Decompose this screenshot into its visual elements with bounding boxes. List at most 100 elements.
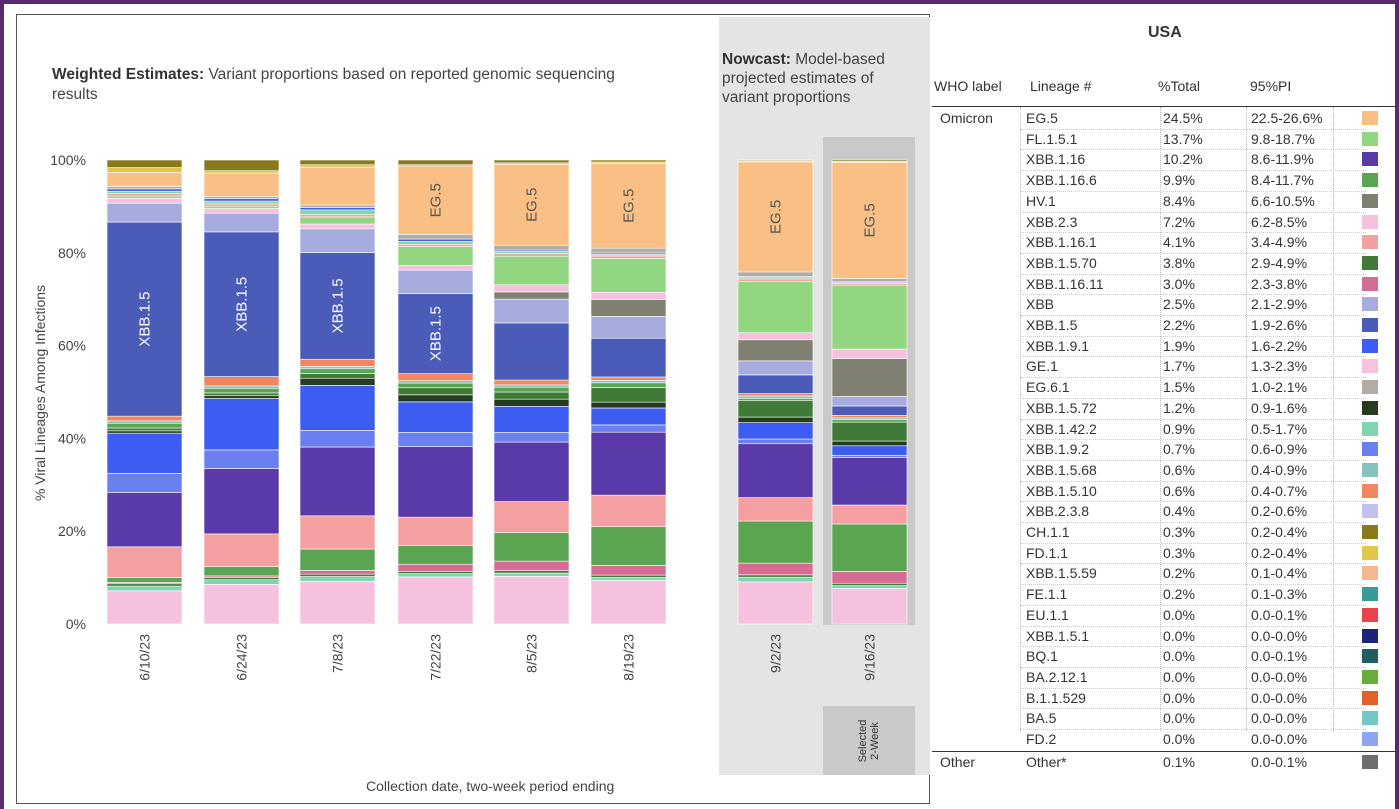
lineage-cell: XBB.1.9.1	[1026, 337, 1090, 354]
pi-cell: 0.0-0.1%	[1251, 606, 1308, 623]
pi-cell: 0.6-0.9%	[1251, 441, 1308, 458]
total-cell: 0.4%	[1163, 503, 1195, 520]
total-cell: 10.2%	[1163, 151, 1203, 168]
total-cell: 1.7%	[1163, 358, 1195, 375]
bar-segment	[590, 526, 667, 566]
pi-cell: 6.6-10.5%	[1251, 192, 1315, 209]
bar-segment	[299, 446, 376, 517]
pi-cell: 1.3-2.3%	[1251, 358, 1308, 375]
bar-segment	[590, 494, 667, 527]
lineage-cell: EU.1.1	[1026, 606, 1069, 623]
lineage-cell: XBB.1.5	[1026, 317, 1078, 333]
total-cell: 2.2%	[1163, 317, 1195, 333]
row-divider	[1020, 480, 1366, 482]
color-swatch	[1362, 359, 1378, 374]
bar-segment	[831, 571, 908, 584]
stacked-bar-chart: 0% 20% 40% 60% 80% 100% 6/10/23 6/24/23 7/8/23 7/…	[50, 137, 915, 681]
bar-segment	[737, 159, 814, 162]
pi-cell: 2.3-3.8%	[1251, 275, 1308, 292]
bar-segment	[397, 387, 474, 396]
row-divider	[1020, 646, 1366, 648]
bar-segment	[831, 159, 908, 162]
color-swatch	[1362, 276, 1378, 291]
bar-segment	[106, 492, 183, 548]
bar-segment	[397, 246, 474, 266]
lineage-cell: EG.6.1	[1026, 379, 1070, 396]
bar-segment	[493, 384, 570, 388]
bar-segment	[737, 422, 814, 440]
bar-segment	[831, 415, 908, 419]
color-swatch	[1362, 525, 1378, 539]
color-swatch	[1362, 193, 1378, 208]
row-divider	[1020, 563, 1366, 565]
x-tick-label: 7/8/23	[330, 634, 346, 673]
pi-cell: 0.0-0.0%	[1251, 710, 1308, 727]
color-swatch	[1362, 131, 1378, 146]
bar-segment	[397, 545, 474, 565]
bar-segment	[590, 316, 667, 339]
bar-segment	[831, 523, 908, 572]
bar-segment	[106, 172, 183, 187]
bar-segment	[106, 430, 183, 434]
bar-segment	[203, 449, 280, 469]
lineage-cell: FE.1.1	[1026, 586, 1068, 603]
bar-segment	[203, 566, 280, 577]
bar-segment	[203, 376, 280, 387]
pi-cell: 0.2-0.4%	[1251, 524, 1308, 540]
y-tick-label: 60%	[58, 338, 86, 354]
total-cell: 0.0%	[1163, 689, 1195, 706]
bar-segment	[590, 401, 667, 409]
bar-segment	[203, 200, 280, 205]
bar-label: EG.5	[524, 188, 541, 222]
row-divider	[1020, 377, 1366, 379]
bar-segment	[590, 258, 667, 293]
row-divider	[1020, 315, 1366, 316]
total-cell: 0.0%	[1163, 648, 1195, 665]
color-swatch	[1362, 462, 1378, 477]
bar-segment	[831, 358, 908, 397]
lineage-cell: XBB.1.5.72	[1026, 399, 1097, 416]
bar-segment	[299, 228, 376, 253]
bar-segment	[831, 445, 908, 456]
total-cell: 7.2%	[1163, 213, 1195, 230]
bar-segment	[397, 570, 474, 574]
bar-segment	[831, 421, 908, 442]
pi-cell: 9.8-18.7%	[1251, 130, 1315, 147]
bar-segment	[737, 520, 814, 564]
bar-segment	[831, 396, 908, 407]
bar-segment	[831, 457, 908, 506]
bar-segment	[299, 373, 376, 379]
pi-cell: 0.5-1.7%	[1251, 420, 1308, 437]
total-cell: 0.0%	[1163, 627, 1195, 644]
bar-segment	[299, 358, 376, 367]
bar-segment	[737, 395, 814, 399]
row-divider	[1020, 501, 1366, 503]
bar-segment	[299, 576, 376, 582]
color-swatch	[1362, 607, 1378, 622]
x-tick-label: 6/10/23	[137, 634, 153, 681]
header-pi: 95%PI	[1250, 78, 1292, 94]
bar-segment	[397, 432, 474, 447]
color-swatch	[1362, 338, 1378, 353]
bar-segment	[737, 581, 814, 625]
row-divider	[1020, 170, 1366, 172]
lineage-cell: FD.1.1	[1026, 544, 1069, 561]
bar-segment	[106, 583, 183, 587]
bar-segment	[493, 570, 570, 574]
y-tick-label: 100%	[50, 152, 86, 168]
lineage-cell: XBB.1.5.10	[1026, 482, 1097, 499]
bar-segment	[106, 193, 183, 197]
row-divider	[1020, 335, 1366, 337]
bar-segment	[493, 322, 570, 381]
bar-segment	[590, 565, 667, 576]
y-tick-label: 0%	[66, 616, 86, 632]
total-cell: 3.8%	[1163, 254, 1195, 271]
bar-segment	[493, 163, 570, 246]
bar-segment	[203, 203, 280, 207]
lineage-cell: XBB.1.5.68	[1026, 461, 1097, 478]
bar-label: XBB.1.5	[330, 278, 347, 333]
bar-segment	[590, 337, 667, 378]
bar-segment	[493, 501, 570, 533]
bar-segment	[299, 368, 376, 374]
